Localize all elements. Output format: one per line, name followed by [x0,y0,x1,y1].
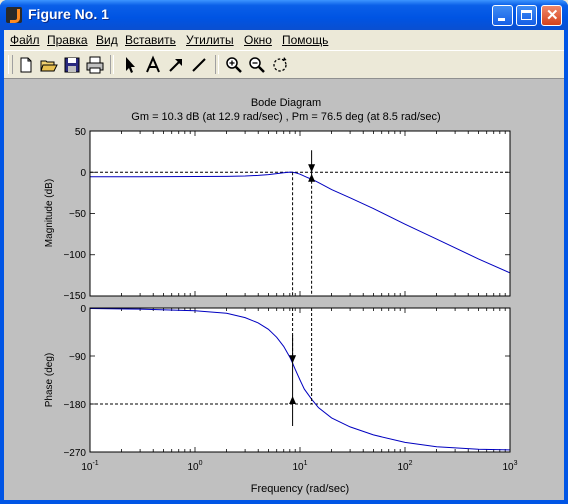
menu-file[interactable]: Файл [10,33,40,47]
toolbar-separator [215,55,219,74]
insert-text-icon[interactable] [143,55,163,75]
phase-tick-label: 0 [80,304,86,315]
minimize-icon [498,18,505,21]
phase-tick-label: −90 [69,352,86,363]
phase-curve [89,308,511,451]
x-tick-base: 10 [292,462,304,473]
x-tick-label: 103 [502,460,517,473]
magnitude-curve [89,171,511,274]
zoom-in-icon[interactable] [224,55,244,75]
phase-tick-label: −270 [63,448,86,459]
minimize-button[interactable] [492,5,513,26]
phase-margin-arrowhead-down [289,355,297,364]
phase-tick-label: −180 [63,400,86,411]
menu-bar: Файл Правка Вид Вставить Утилиты Окно По… [4,30,564,50]
phase-axes-frame [89,307,511,453]
gain-margin-arrowhead-down [308,164,316,173]
frequency-axis-label: Frequency (rad/sec) [251,483,349,495]
close-icon: ✕ [546,7,559,24]
x-tick-base: 10 [187,462,199,473]
menu-view[interactable]: Вид [96,33,118,47]
magnitude-axes-frame [89,130,511,297]
phase-margin-arrowhead-up [289,396,297,404]
zoom-out-icon[interactable] [247,55,267,75]
chart-title: Bode Diagram [251,97,321,109]
menu-tools[interactable]: Утилиты [186,33,234,47]
x-tick-base: 10 [397,462,409,473]
insert-line-icon[interactable] [189,55,209,75]
bode-plot: Bode Diagram Gm = 10.3 dB (at 12.9 rad/s… [44,97,518,495]
magnitude-tick-label: −100 [63,250,86,261]
menu-window[interactable]: Окно [244,33,272,47]
maximize-icon [521,10,532,20]
print-icon[interactable] [85,55,105,75]
x-tick-exponent: -1 [92,460,98,467]
menu-insert[interactable]: Вставить [125,33,176,47]
x-tick-base: 10 [502,462,514,473]
gain-margin-arrowhead-up [308,173,316,182]
magnitude-tick-label: 50 [75,127,87,138]
x-tick-exponent: 0 [199,460,203,467]
x-tick-label: 10-1 [81,460,98,473]
figure-canvas: Bode Diagram Gm = 10.3 dB (at 12.9 rad/s… [4,78,564,500]
open-file-icon[interactable] [39,55,59,75]
maximize-button[interactable] [516,5,537,26]
magnitude-axes [90,131,510,296]
close-button[interactable]: ✕ [541,5,562,26]
figure-toolbar [4,50,564,78]
magnitude-tick-label: −50 [69,209,86,220]
insert-arrow-icon[interactable] [166,55,186,75]
save-icon[interactable] [62,55,82,75]
phase-axis-label: Phase (deg) [44,353,55,407]
rotate-3d-icon[interactable] [270,55,290,75]
toolbar-grip[interactable] [8,55,13,74]
x-tick-label: 101 [292,460,307,473]
chart-subtitle: Gm = 10.3 dB (at 12.9 rad/sec) , Pm = 76… [131,111,440,123]
x-tick-label: 102 [397,460,412,473]
x-tick-base: 10 [81,462,93,473]
select-arrow-icon[interactable] [120,55,140,75]
menu-help[interactable]: Помощь [282,33,329,47]
menu-edit[interactable]: Правка [47,33,88,47]
x-tick-exponent: 3 [514,460,518,467]
window-title: Figure No. 1 [28,6,109,22]
toolbar-separator [110,55,114,74]
title-bar[interactable]: Figure No. 1 ✕ [0,0,568,30]
new-figure-icon[interactable] [16,55,36,75]
magnitude-axis-label: Magnitude (dB) [44,179,55,247]
x-tick-exponent: 1 [304,460,308,467]
x-tick-exponent: 2 [409,460,413,467]
magnitude-tick-label: −150 [63,291,86,302]
window-client-area: Файл Правка Вид Вставить Утилиты Окно По… [4,30,564,500]
x-tick-label: 100 [187,460,202,473]
matlab-logo-icon[interactable] [6,7,22,23]
magnitude-tick-label: 0 [80,168,86,179]
